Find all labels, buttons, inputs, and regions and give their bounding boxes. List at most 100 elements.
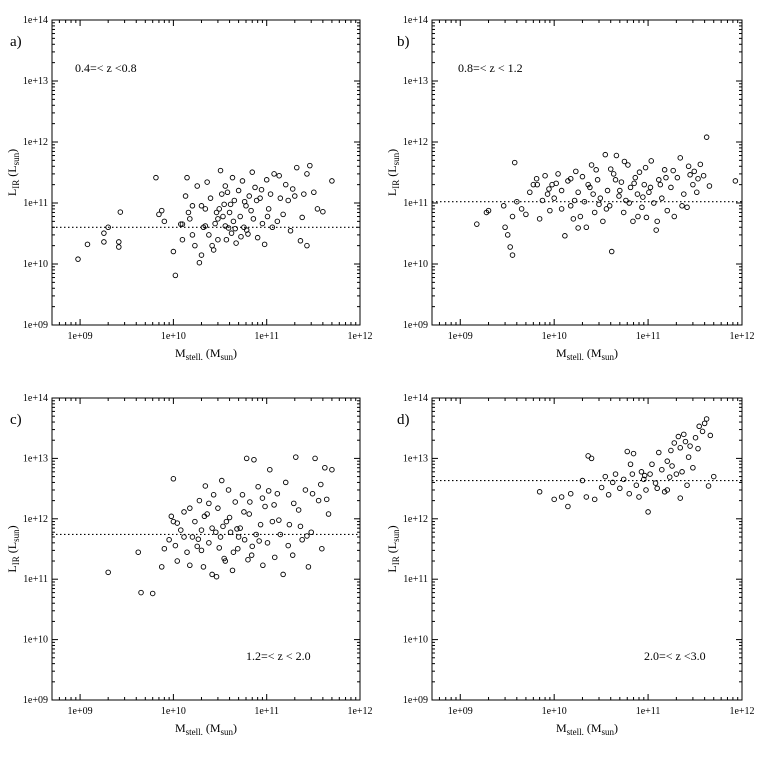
data-point	[248, 552, 255, 558]
data-point	[221, 555, 227, 562]
data-point	[209, 571, 215, 578]
data-point	[299, 536, 305, 543]
data-point	[217, 167, 224, 174]
data-point	[664, 458, 671, 464]
data-point	[634, 191, 641, 197]
data-point	[272, 554, 278, 561]
data-point	[647, 471, 653, 477]
data-point	[583, 494, 590, 500]
data-point	[697, 161, 704, 168]
data-point	[258, 186, 265, 193]
data-point	[311, 189, 317, 196]
data-point	[631, 180, 637, 187]
data-point	[607, 166, 614, 172]
data-point	[194, 183, 200, 189]
data-point	[629, 471, 636, 477]
data-point	[174, 520, 181, 526]
data-point	[597, 195, 604, 201]
data-point	[235, 534, 242, 540]
data-point	[608, 248, 615, 255]
data-point	[591, 209, 598, 216]
data-point	[695, 445, 701, 452]
data-point	[732, 178, 739, 184]
data-point	[643, 487, 649, 493]
data-point	[156, 211, 162, 218]
data-point	[502, 224, 508, 231]
data-point	[206, 232, 212, 238]
data-point	[642, 164, 649, 171]
data-point	[687, 172, 693, 178]
data-point	[509, 252, 516, 258]
data-point	[101, 239, 107, 245]
data-point	[252, 184, 258, 191]
data-point	[286, 521, 293, 528]
data-point	[536, 216, 543, 222]
y-tick-label: 1e+14	[23, 15, 48, 26]
data-point	[612, 177, 619, 183]
data-point	[684, 204, 690, 211]
data-point	[636, 169, 643, 175]
data-point	[653, 227, 659, 233]
data-point	[206, 540, 212, 546]
data-point	[149, 590, 156, 597]
y-tick-label: 1e+13	[403, 76, 428, 87]
data-point	[567, 490, 574, 497]
data-point	[232, 499, 238, 505]
data-point	[225, 225, 232, 231]
data-point	[546, 186, 552, 192]
data-point	[641, 181, 647, 188]
data-point	[282, 181, 289, 188]
data-point	[305, 564, 312, 570]
data-point	[161, 218, 168, 225]
x-tick-label: 1e+11	[636, 331, 661, 342]
y-tick-label: 1e+09	[403, 320, 428, 331]
y-tick-label: 1e+10	[403, 635, 428, 646]
data-point	[289, 552, 296, 558]
data-point	[253, 531, 259, 538]
data-point	[620, 209, 627, 216]
data-point	[670, 167, 676, 174]
data-point	[315, 497, 322, 504]
data-point	[195, 536, 202, 542]
data-point	[682, 438, 689, 445]
data-point	[594, 177, 601, 183]
data-point	[158, 207, 165, 214]
data-point	[264, 213, 271, 220]
data-point	[227, 201, 234, 208]
data-point	[593, 167, 599, 173]
y-tick-label: 1e+14	[403, 15, 428, 26]
data-point	[215, 216, 221, 222]
data-point	[616, 193, 622, 199]
data-point	[249, 169, 255, 175]
data-point	[209, 525, 215, 531]
data-point	[297, 523, 304, 530]
data-point	[518, 206, 525, 212]
data-point	[530, 181, 537, 188]
x-tick-label: 1e+12	[347, 331, 372, 342]
data-point	[701, 420, 708, 427]
data-point	[329, 466, 335, 473]
data-point	[257, 521, 264, 528]
y-tick-label: 1e+12	[403, 137, 428, 148]
data-point	[291, 500, 297, 507]
data-point	[633, 482, 640, 488]
data-point	[610, 171, 617, 177]
data-point	[216, 206, 222, 212]
data-point	[507, 244, 513, 250]
data-point	[237, 525, 243, 531]
data-point	[474, 221, 480, 227]
data-point	[237, 213, 243, 220]
data-point	[638, 469, 645, 475]
data-point	[232, 225, 238, 232]
data-point	[626, 490, 632, 497]
x-tick-label: 1e+09	[448, 706, 473, 717]
data-point	[630, 218, 636, 225]
data-point	[596, 201, 602, 208]
data-point	[206, 500, 212, 507]
data-point	[166, 536, 172, 543]
data-point	[170, 248, 177, 255]
data-point	[671, 440, 678, 446]
data-point	[116, 239, 122, 245]
data-point	[322, 465, 328, 471]
